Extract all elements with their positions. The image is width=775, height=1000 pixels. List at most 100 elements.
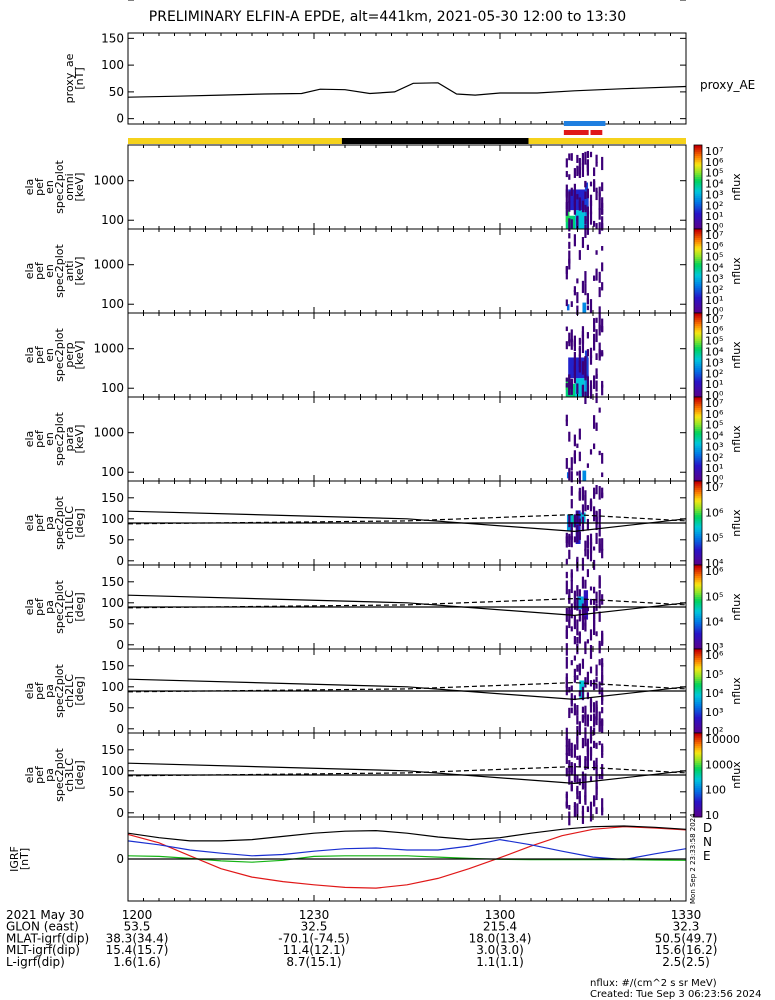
pa_ch3-pixel xyxy=(576,775,579,784)
spec_omni-pixel xyxy=(565,206,568,216)
spec_omni-colorbar-label: 10⁷ xyxy=(705,145,723,158)
spec_omni-pixel xyxy=(570,219,573,229)
spec_para-pixel xyxy=(568,467,571,481)
pa_ch2-colorbar-cell xyxy=(694,720,702,723)
pa_ch1-colorbar-cell xyxy=(694,604,702,608)
spec_omni-pixel xyxy=(584,181,587,188)
spec_omni-pixel xyxy=(601,156,604,171)
pa_ch1-ylabel-5: [deg] xyxy=(73,592,86,621)
pa_ch2-pixel xyxy=(601,718,604,726)
pa_ch1-colorbar-cell xyxy=(694,583,702,587)
pa_ch3-colorbar-title: nflux xyxy=(730,761,743,789)
spec_anti-pixel xyxy=(595,268,598,281)
pa_ch3-colorbar-frame xyxy=(693,732,703,818)
pa_ch3-anti-loss-cone-line xyxy=(127,765,687,777)
footer-cell: 3.0(3.0) xyxy=(476,943,524,957)
spec_omni-colorbar-cell xyxy=(694,224,702,228)
pa_ch2-ylabel-5: [deg] xyxy=(73,676,86,705)
spec_perp-colorbar-cell xyxy=(694,317,702,320)
spec_anti-ylabel-2: en xyxy=(43,264,56,278)
spec_omni-colorbar-cell xyxy=(694,191,702,194)
spec_perp-pixel xyxy=(584,374,589,397)
spec_para-pixel xyxy=(565,458,568,469)
pa_ch1-colorbar-cell xyxy=(694,569,702,572)
pa_ch3-colorbar-label: 100 xyxy=(705,784,726,797)
spec_para-colorbar-cell xyxy=(694,466,702,469)
pa_ch3-pixel xyxy=(565,752,568,764)
pa_ch0-colorbar-cell xyxy=(694,495,702,499)
pa_ch3-pixel xyxy=(573,770,576,783)
spec_para-colorbar-cell xyxy=(694,409,702,413)
pa_ch0-colorbar-cell xyxy=(694,548,702,551)
pa_ch2-pixel xyxy=(579,680,585,700)
spec_omni-pixel xyxy=(589,181,593,187)
pa_ch1-pixel xyxy=(576,637,579,644)
pa_ch3-pixel xyxy=(595,771,598,777)
spec_anti-pixel xyxy=(568,250,571,264)
spec_perp-colorbar-cell xyxy=(694,334,702,337)
pa_ch2-colorbar-label: 10⁶ xyxy=(705,649,724,662)
pa_ch2-pixel xyxy=(601,658,604,667)
pa_ch1-pixel xyxy=(565,571,568,579)
spec_perp-colorbar-cell xyxy=(694,386,702,390)
spec_omni-colorbar-cell xyxy=(694,178,702,182)
pa_ch1-colorbar-cell xyxy=(694,628,702,631)
spec_omni-pixel xyxy=(573,201,576,215)
spec_omni-colorbar-cell xyxy=(694,176,702,180)
pa_ch2-pixel xyxy=(578,690,581,697)
pa_ch3-pixel xyxy=(568,745,571,757)
footer-cell: -70.1(-74.5) xyxy=(278,931,349,945)
pa_ch1-pixel xyxy=(601,633,604,646)
proxy-ae-frame xyxy=(127,32,687,125)
spec_perp-colorbar-cell xyxy=(694,338,702,341)
pa_ch3-colorbar-cell xyxy=(694,775,702,778)
spec_perp-pixel xyxy=(565,341,568,350)
pa_ch2-anti-loss-cone-line xyxy=(127,681,687,693)
pa_ch0-colorbar-cell xyxy=(694,497,702,501)
spec_para-ylabel-5: [keV] xyxy=(73,425,86,454)
spec_anti-pixel xyxy=(578,250,581,260)
pa_ch1-pixel xyxy=(598,601,601,609)
spec_para-colorbar-cell xyxy=(694,413,702,417)
pa_ch3-pixel xyxy=(576,739,579,750)
pa_ch1-pixel xyxy=(573,636,576,645)
spec_omni-pixel xyxy=(568,153,571,161)
pa_ch2-colorbar-cell xyxy=(694,730,702,734)
footer-cell: 1330 xyxy=(671,908,702,922)
spec_omni-ylabel-2: en xyxy=(43,180,56,194)
spec_omni-colorbar-cell xyxy=(694,149,702,152)
proxy-ae-ylabel-1: [nT] xyxy=(73,67,86,89)
pa_ch1-colorbar-cell xyxy=(694,615,702,618)
spec_perp-pixel xyxy=(593,375,596,389)
spec_anti-colorbar-cell xyxy=(694,279,702,282)
spec_perp-colorbar-cell xyxy=(694,327,702,331)
spec_omni-pixel xyxy=(586,207,589,222)
spec_perp-colorbar-cell xyxy=(694,355,702,358)
pa_ch2-pixel xyxy=(576,664,579,672)
pa_ch0-colorbar-cell xyxy=(694,541,702,545)
spec_omni-colorbar-cell xyxy=(694,208,702,211)
pa_ch0-colorbar-cell xyxy=(694,533,702,537)
spec_para-pixel xyxy=(578,428,581,440)
footer-cell: 38.3(34.4) xyxy=(106,931,169,945)
pa_ch2-pixel xyxy=(586,692,589,700)
spec_para-colorbar-cell xyxy=(694,457,702,461)
pa_ch1-pixel xyxy=(584,608,587,615)
pa_ch1-colorbar-cell xyxy=(694,640,702,644)
pa_ch3-pixel xyxy=(595,807,598,815)
spec_perp-colorbar-cell xyxy=(694,359,702,362)
spec_anti-colorbar-label: 10³ xyxy=(705,272,723,285)
spec_perp-colorbar-cell xyxy=(694,371,702,375)
spec_perp-colorbar-label: 10⁴ xyxy=(705,346,724,359)
spec_perp-pixel xyxy=(565,383,568,388)
pa_ch1-pixel xyxy=(576,597,579,611)
pa_ch0-pixel xyxy=(595,532,598,544)
spec_omni-pixel xyxy=(601,223,604,231)
spec_para-pixel xyxy=(578,470,581,484)
spec_perp-pixel xyxy=(584,366,587,381)
pa_ch3-pixel xyxy=(568,811,571,826)
pa_ch2-colorbar-label: 10⁴ xyxy=(705,687,724,700)
pa_ch0-pixel xyxy=(586,549,589,560)
spec_para-pixel xyxy=(601,472,604,478)
pa_ch3-pixel xyxy=(598,740,601,746)
